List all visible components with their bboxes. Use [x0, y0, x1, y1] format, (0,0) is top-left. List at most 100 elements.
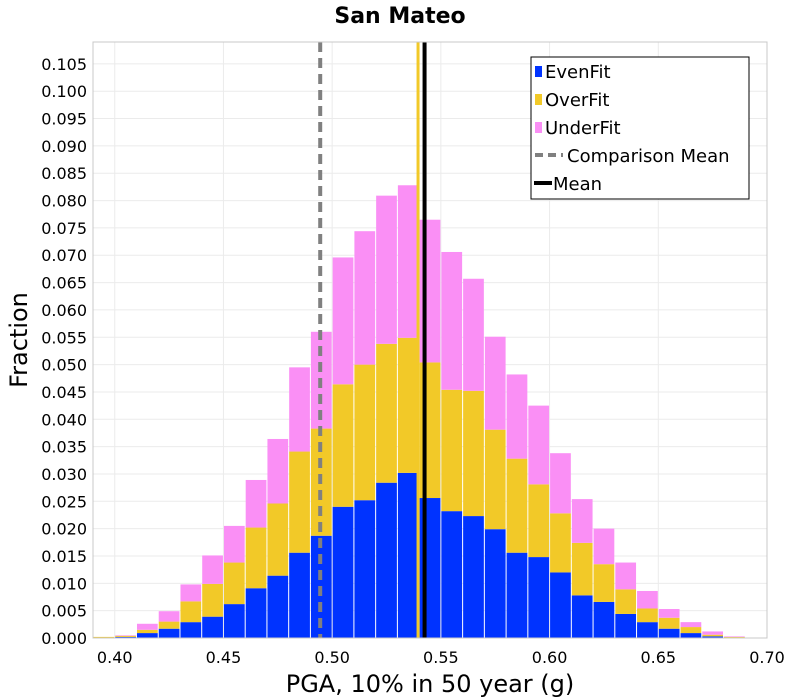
bar-evenfit: [202, 616, 223, 638]
bar-underfit: [637, 590, 658, 609]
bar-evenfit: [441, 511, 463, 638]
y-axis-title: Fraction: [5, 292, 33, 388]
bar-underfit: [550, 453, 571, 514]
y-tick-label: 0.030: [41, 465, 87, 484]
y-tick-label: 0.015: [41, 547, 87, 566]
y-tick-label: 0.005: [41, 602, 87, 621]
bar-evenfit: [354, 500, 376, 638]
legend-swatch-underfit: [535, 122, 542, 133]
legend-label-overfit: OverFit: [545, 90, 609, 111]
bar-evenfit: [702, 636, 724, 638]
bar-overfit: [463, 390, 484, 517]
bar-overfit: [702, 634, 724, 637]
bar-underfit: [223, 525, 245, 563]
bar-underfit: [332, 257, 354, 385]
bar-evenfit: [397, 472, 419, 638]
y-tick-label: 0.095: [41, 110, 87, 129]
bar-evenfit: [289, 552, 310, 638]
x-tick-label: 0.70: [749, 648, 785, 667]
x-tick-label: 0.50: [314, 648, 350, 667]
bar-overfit: [506, 458, 528, 553]
bar-overfit: [180, 601, 202, 623]
bar-underfit: [702, 631, 724, 635]
bar-overfit: [637, 608, 658, 623]
bar-overfit: [223, 562, 245, 605]
bar-overfit: [615, 589, 637, 614]
bar-evenfit: [615, 613, 637, 638]
bar-evenfit: [245, 588, 267, 638]
bar-overfit: [528, 484, 550, 558]
legend-label-underfit: UnderFit: [545, 118, 621, 139]
y-tick-label: 0.000: [41, 629, 87, 648]
bar-evenfit: [571, 595, 593, 638]
bar-overfit: [484, 429, 506, 530]
x-axis-title: PGA, 10% in 50 year (g): [286, 670, 575, 698]
bar-overfit: [245, 527, 267, 589]
y-tick-label: 0.105: [41, 55, 87, 74]
bar-overfit: [332, 384, 354, 507]
bar-underfit: [724, 636, 745, 637]
y-tick-label: 0.070: [41, 246, 87, 265]
bar-underfit: [376, 195, 397, 344]
legend-box: [530, 56, 750, 200]
y-tick-label: 0.100: [41, 82, 87, 101]
bar-underfit: [115, 635, 136, 636]
bar-underfit: [658, 609, 680, 618]
y-tick-label: 0.090: [41, 137, 87, 156]
chart-title: San Mateo: [334, 4, 465, 29]
bar-overfit: [658, 617, 680, 629]
bar-overfit: [289, 451, 310, 553]
bar-underfit: [354, 231, 376, 365]
x-axis-ticks: 0.40 0.45 0.50 0.55 0.60 0.65 0.70: [97, 648, 785, 667]
bar-underfit: [267, 438, 289, 504]
bar-evenfit: [376, 482, 397, 638]
y-axis-ticks: 0.000 0.005 0.010 0.015 0.020 0.025 0.030 0.035…: [41, 55, 87, 648]
bar-evenfit: [332, 506, 354, 638]
bar-overfit: [550, 513, 571, 573]
bar-evenfit: [680, 633, 702, 638]
bar-underfit: [506, 374, 528, 459]
legend-label-comparison-mean: Comparison Mean: [567, 146, 730, 167]
y-tick-label: 0.050: [41, 356, 87, 375]
bar-underfit: [245, 479, 267, 528]
x-tick-label: 0.55: [423, 648, 459, 667]
bar-underfit: [158, 611, 180, 622]
legend-label-evenfit: EvenFit: [545, 62, 611, 83]
bar-evenfit: [136, 633, 158, 638]
bar-overfit: [354, 364, 376, 501]
x-tick-label: 0.60: [532, 648, 568, 667]
bar-overfit: [571, 542, 593, 596]
x-tick-label: 0.40: [97, 648, 133, 667]
bar-evenfit: [506, 552, 528, 638]
bar-underfit: [484, 336, 506, 430]
bar-evenfit: [463, 516, 484, 638]
bar-overfit: [93, 636, 115, 638]
plot-frame: [92, 41, 768, 639]
y-tick-label: 0.045: [41, 383, 87, 402]
bar-evenfit: [115, 636, 136, 638]
bar-evenfit: [637, 622, 658, 638]
legend-swatch-evenfit: [535, 66, 542, 77]
legend-label-mean: Mean: [553, 174, 602, 195]
bar-underfit: [202, 555, 223, 584]
bar-evenfit: [658, 628, 680, 638]
vertical-lines: [318, 42, 427, 638]
bar-evenfit: [267, 575, 289, 638]
x-tick-label: 0.45: [206, 648, 242, 667]
y-tick-label: 0.075: [41, 219, 87, 238]
bar-overfit: [724, 636, 745, 638]
y-tick-label: 0.080: [41, 192, 87, 211]
bar-underfit: [463, 278, 484, 391]
bar-underfit: [528, 405, 550, 485]
bar-evenfit: [484, 529, 506, 638]
bar-overfit: [136, 629, 158, 634]
y-tick-label: 0.025: [41, 492, 87, 511]
legend: EvenFit OverFit UnderFit Comparison Mean…: [530, 56, 750, 200]
bar-overfit: [115, 635, 136, 637]
bar-underfit: [593, 528, 615, 565]
legend-swatch-overfit: [535, 94, 542, 105]
y-tick-label: 0.010: [41, 574, 87, 593]
bar-overfit: [397, 337, 419, 473]
bar-evenfit: [223, 604, 245, 638]
y-tick-label: 0.020: [41, 520, 87, 539]
